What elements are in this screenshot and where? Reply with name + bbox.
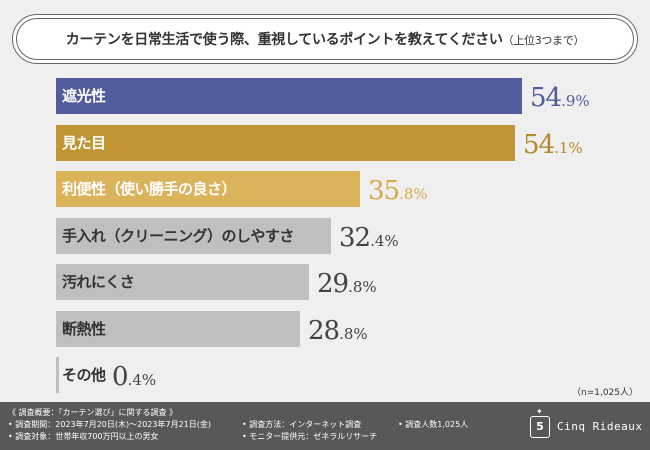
bar-label-3: 利便性（使い勝手の良さ）	[62, 180, 237, 198]
bar-1	[56, 78, 522, 114]
bar-2	[56, 125, 515, 161]
chart-title: カーテンを日常生活で使う際、重視しているポイントを教えてください（上位3つまで）	[13, 15, 637, 65]
bar-label-5: 汚れにくさ	[62, 273, 135, 291]
chart-title-box: カーテンを日常生活で使う際、重視しているポイントを教えてください（上位3つまで）	[12, 14, 638, 64]
bar-label-2: 見た目	[62, 134, 106, 152]
bar-chart: 遮光性 54.9% 見た目 54.1% 利便性（使い勝手の良さ） 35.8% 手入れ（クリー…	[56, 78, 590, 393]
chart-title-main: カーテンを日常生活で使う際、重視しているポイントを教えてください	[65, 32, 503, 48]
bar-5	[56, 264, 309, 300]
bar-label-4: 手入れ（クリーニング）のしやすさ	[62, 227, 294, 245]
bar-3	[56, 171, 360, 207]
sample-size-note: （n=1,025人）	[571, 388, 638, 398]
bar-value-4: 32.4%	[339, 223, 399, 253]
survey-target: • 調査対象：世帯年収700万円以上の男女	[8, 432, 159, 441]
bar-value-6: 28.8%	[308, 316, 368, 346]
bar-label-6: 断熱性	[62, 320, 106, 338]
survey-footer: 《 調査概要：「カーテン選び」に関する調査 》 • 調査期間：2023年7月20…	[0, 402, 650, 450]
bar-value-3: 35.8%	[368, 176, 428, 206]
chart-title-sub: （上位3つまで）	[502, 34, 585, 47]
bar-value-7: 0.4%	[112, 362, 157, 392]
survey-method: • 調査方法：インターネット調査	[242, 420, 362, 429]
bar-value-2: 54.1%	[523, 130, 583, 160]
bar-value-5: 29.8%	[317, 269, 377, 299]
bar-label-1: 遮光性	[62, 87, 106, 105]
bar-7	[56, 357, 59, 393]
survey-period: • 調査期間：2023年7月20日(木)～2023年7月21日(金)	[8, 420, 212, 429]
bar-value-1: 54.9%	[530, 83, 590, 113]
survey-overview: 《 調査概要：「カーテン選び」に関する調査 》	[8, 408, 178, 417]
brand-name: Cinq Rideaux	[557, 420, 643, 433]
survey-provider: • モニター提供元：ゼネラルリサーチ	[242, 432, 378, 441]
brand-logo-icon: 5	[530, 408, 550, 438]
survey-count: • 調査人数1,025人	[398, 420, 469, 429]
bar-label-7: その他	[62, 366, 106, 384]
bar-6	[56, 311, 300, 347]
bar-4	[56, 218, 331, 254]
